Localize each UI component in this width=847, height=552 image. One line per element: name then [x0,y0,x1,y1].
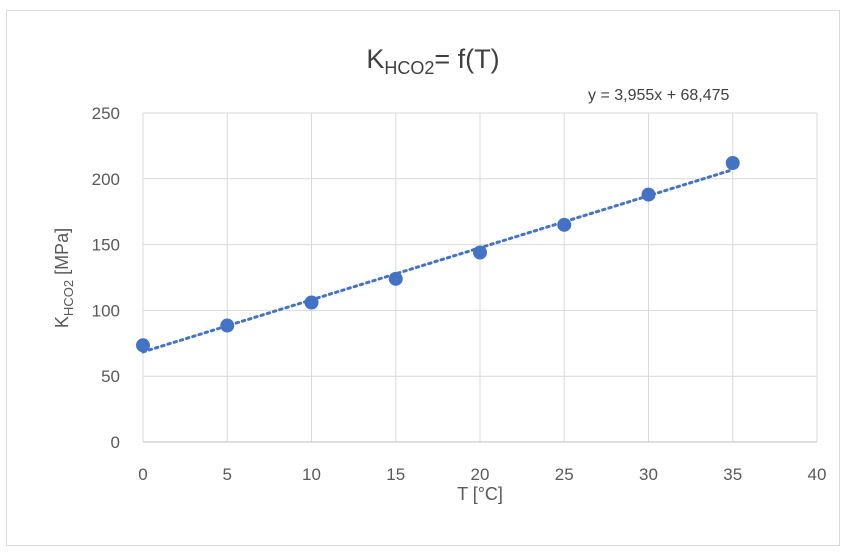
trendline [141,168,735,354]
data-point [136,338,150,353]
y-tick-label: 200 [92,170,120,189]
x-tick-label: 30 [639,465,658,484]
tick-labels: 0 5 10 15 20 25 30 35 40 0 50 100 150 200 250 [92,104,827,484]
data-point [473,245,487,260]
data-point [304,295,319,310]
data-point [220,318,235,333]
x-tick-label: 25 [555,465,574,484]
trendline-layer [141,168,735,354]
data-points [136,156,740,353]
y-axis-title: KHCO2 [MPa] [52,228,76,328]
x-tick-label: 0 [138,465,147,484]
x-tick-label: 20 [471,465,490,484]
y-tick-label: 250 [92,104,120,123]
chart-frame [6,10,840,546]
x-tick-label: 15 [386,465,405,484]
chart-title: KHCO2= f(T) [366,44,499,78]
x-tick-label: 10 [302,465,321,484]
y-tick-label: 0 [111,433,120,452]
x-tick-label: 40 [808,465,827,484]
data-point [725,156,740,171]
x-tick-label: 5 [223,465,232,484]
grid [142,112,818,442]
y-tick-label: 50 [101,367,120,386]
x-tick-label: 35 [723,465,742,484]
data-point [388,271,403,286]
data-point [641,187,656,202]
data-point [557,217,572,232]
y-tick-label: 100 [92,301,120,320]
x-axis-title: T [°C] [457,484,503,504]
trendline-equation: y = 3,955x + 68,475 [588,87,730,104]
y-tick-label: 150 [92,236,120,255]
